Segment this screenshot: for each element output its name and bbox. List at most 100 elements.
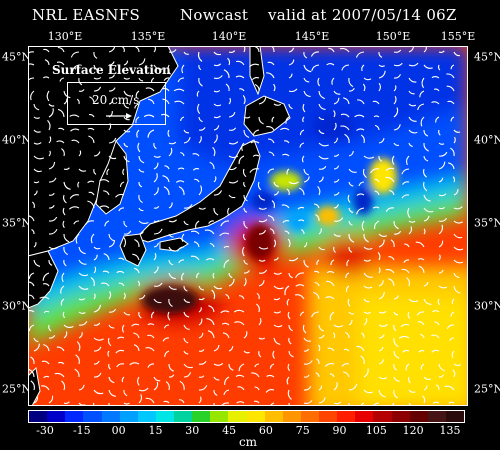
current-vector [318,397,326,404]
current-vector [177,77,185,83]
current-vector [269,363,275,369]
current-vector [302,103,306,113]
current-vector [175,180,185,183]
model-name: NRL EASNFS [32,6,141,24]
current-vector [348,402,351,406]
current-vector [78,321,88,326]
current-vector [33,190,38,196]
current-vector [348,246,353,253]
current-vector [69,114,80,118]
hokkaido-island [243,95,291,137]
current-vector [118,207,125,212]
current-vector [393,337,399,348]
current-vector [406,277,411,287]
current-vector [325,296,335,300]
current-vector [329,311,335,321]
current-vector [453,259,464,264]
current-vector [69,194,80,199]
current-vector [326,280,335,287]
current-vector [416,311,425,316]
current-vector [213,134,218,144]
current-vector [449,337,455,342]
current-vector [257,181,262,191]
current-vector [243,194,248,202]
current-vector [391,155,395,165]
current-vector [328,47,335,53]
current-vector [131,323,140,327]
current-vector [348,383,358,391]
current-vector [153,205,160,209]
current-vector [401,168,410,175]
current-vector [329,373,335,378]
current-vector [228,112,236,118]
current-vector [153,282,163,287]
current-vector [438,269,444,274]
current-vector [438,206,445,210]
current-vector [437,64,441,71]
current-vector [393,295,399,300]
current-vector [222,332,230,339]
current-vector [318,324,324,332]
current-vector [437,298,440,306]
current-vector [363,318,368,326]
current-vector [198,360,207,365]
current-vector [408,142,413,147]
cold-eddy-1 [353,187,373,215]
current-vector [43,310,50,314]
current-vector [438,151,448,157]
current-vector [46,90,50,102]
current-vector [393,350,400,359]
current-vector [179,380,185,391]
current-vector [378,280,384,287]
current-vector [33,242,37,248]
current-vector [30,356,35,365]
current-vector [48,395,54,404]
current-vector [317,186,321,196]
current-vector [332,332,336,339]
current-vector [78,246,86,255]
current-vector [138,311,142,319]
current-vector [233,309,245,313]
current-vector [179,399,185,404]
current-vector [302,116,305,123]
current-vector [299,142,305,148]
current-vector [209,242,215,248]
current-vector [133,332,140,339]
current-vector [194,178,200,183]
current-vector [108,376,115,384]
current-vector [438,254,441,261]
current-vector [242,233,246,241]
current-vector [163,324,170,329]
current-vector [228,346,234,352]
current-vector [284,230,290,235]
current-vector [78,259,87,265]
current-vector [407,311,411,319]
current-vector [313,291,320,300]
current-vector [28,63,35,66]
current-vector [417,103,425,111]
warm-eddy-dark [142,286,198,314]
current-vector [183,129,190,134]
current-vector [33,181,40,184]
current-vector [378,323,388,327]
current-vector [239,295,245,300]
current-vector [220,220,230,227]
current-vector [269,228,275,235]
current-vector [136,129,140,138]
current-vector [48,205,55,209]
current-vector [235,60,245,66]
current-vector [48,259,53,266]
current-vector [163,186,170,196]
current-vector [303,64,312,73]
current-vector [28,51,35,55]
current-vector [93,293,96,300]
current-vector [62,311,66,319]
current-vector [446,73,455,79]
colorbar-tick-label: 75 [295,424,310,437]
current-vector [354,114,365,118]
current-vector [391,402,395,406]
current-vector [197,51,203,62]
current-vector [162,98,170,105]
current-vector [393,74,402,79]
current-vector [33,142,42,145]
